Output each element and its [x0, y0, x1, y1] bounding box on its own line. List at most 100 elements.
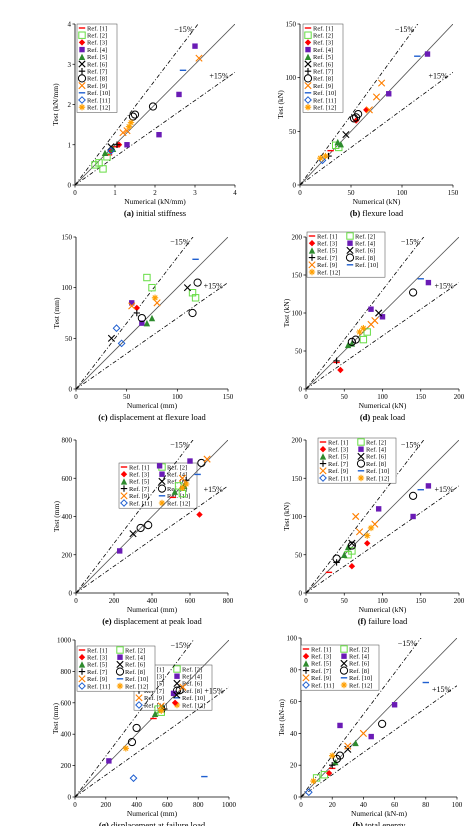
legend-entry: Ref. [5]: [129, 479, 149, 486]
x-tick-label: 150: [448, 189, 459, 197]
equality-line: [306, 237, 459, 389]
data-point-ref-2: [143, 273, 151, 282]
x-tick-label: 0: [74, 597, 78, 605]
legend-entry: Ref. [8]: [313, 76, 333, 83]
data-point-ref-3: [348, 563, 356, 570]
y-tick-label: 400: [62, 513, 73, 521]
legend-entry: Ref. [9]: [328, 468, 348, 475]
legend-entry: Ref. [7]: [313, 69, 333, 76]
x-tick-label: 200: [101, 801, 112, 809]
chart-panel-d: 0 50 100 150 200 0 50 100 150 200 −15% +15% Numerica…: [282, 231, 465, 422]
legend-marker-ref-2: [340, 645, 348, 653]
legend: Ref. [1]Ref. [2]Ref. [3]Ref. [4]Ref. [5]…: [306, 231, 386, 278]
panel-caption: (c) displacement at flexure load: [98, 412, 206, 422]
legend-entry: Ref. [8]: [349, 668, 369, 675]
legend-marker-ref-9: [120, 492, 128, 500]
legend-entry: Ref. [10]: [87, 90, 110, 97]
legend-marker-ref-7: [308, 254, 316, 261]
x-axis-label: Numerical (kN): [353, 197, 401, 206]
data-point-ref-9: [179, 683, 187, 691]
y-tick-label: 1: [68, 141, 72, 149]
minus-15-label: −15%: [170, 441, 190, 450]
legend-entry: Ref. [1]: [328, 439, 348, 446]
equality-line: [301, 638, 457, 797]
data-point-ref-4: [379, 314, 386, 320]
upper-15-line: [75, 640, 194, 797]
data-point-ref-3: [363, 106, 370, 114]
data-point-ref-8: [136, 523, 145, 533]
minus-15-label: −15%: [174, 25, 194, 34]
y-tick-label: 4: [68, 21, 72, 29]
data-point-ref-11: [107, 146, 115, 155]
y-tick-label: 100: [62, 284, 73, 292]
data-point-ref-12: [310, 777, 317, 785]
data-point-ref-12: [125, 123, 133, 130]
plus-15-label: +15%: [204, 485, 224, 494]
data-point-ref-4: [368, 306, 374, 312]
legend-entry: Ref. [3]: [311, 654, 331, 661]
legend-marker-ref-6: [340, 659, 348, 667]
data-point-ref-9: [128, 302, 136, 310]
data-point-ref-9: [195, 54, 203, 62]
data-point-ref-2: [174, 482, 183, 490]
y-axis-label: Test (kN): [282, 298, 291, 327]
legend-entry: Ref. [11]: [313, 97, 336, 104]
data-point-ref-9: [344, 742, 352, 750]
legend-marker-ref-9: [78, 675, 86, 683]
legend-entry: Ref. [1]: [87, 25, 107, 32]
data-point-ref-4: [156, 463, 163, 469]
legend-marker-ref-12: [304, 104, 312, 111]
y-tick-label: 50: [295, 551, 303, 559]
data-point-ref-12: [356, 328, 363, 336]
lower-15-line: [76, 485, 228, 593]
data-point-ref-3: [196, 511, 203, 518]
legend-box: [317, 437, 397, 484]
x-tick-label: 0: [73, 801, 77, 809]
legend-entry: Ref. [2]: [349, 646, 369, 653]
chart-panel-c: 0 50 100 150 0 50 100 150 −15% +15% Numerical (mm)…: [52, 234, 234, 509]
legend-entry: Ref. [12]: [349, 682, 372, 689]
legend-marker-ref-6: [357, 452, 365, 460]
legend: Ref. [1]Ref. [2]Ref. [3]Ref. [4]Ref. [5]…: [317, 437, 397, 484]
data-point-ref-11: [304, 788, 313, 797]
data-point-ref-2: [95, 159, 103, 167]
legend-entry: Ref. [2]: [366, 439, 386, 446]
equality-line: [76, 440, 228, 593]
legend-entry: Ref. [7]: [87, 669, 107, 676]
data-point-ref-5: [101, 149, 109, 156]
x-tick-label: 150: [223, 393, 234, 401]
y-tick-label: 0: [68, 182, 72, 190]
y-tick-label: 0: [299, 590, 303, 598]
data-point-ref-6: [107, 143, 115, 151]
legend-marker-ref-11: [302, 681, 310, 689]
data-point-ref-8: [175, 686, 184, 695]
legend-marker-ref-9: [78, 82, 86, 90]
legend-entry: Ref. [2]: [355, 233, 375, 240]
legend-marker-ref-2: [346, 232, 354, 240]
data-point-ref-8: [349, 114, 359, 123]
data-point-ref-5: [171, 488, 178, 495]
legend: Ref. [1]Ref. [2]Ref. [3]Ref. [4]Ref. [5]…: [76, 645, 156, 692]
y-tick-label: 200: [62, 551, 73, 559]
data-point-ref-6: [107, 334, 116, 342]
plus-15-label: +15%: [204, 686, 224, 695]
legend-marker-ref-3: [78, 654, 86, 661]
legend-marker-ref-12: [173, 701, 181, 709]
legend-entry: Ref. [10]: [182, 695, 205, 702]
legend-marker-ref-12: [158, 499, 166, 507]
data-point-ref-5: [352, 739, 359, 747]
legend-entry: Ref. [2]: [125, 647, 145, 654]
x-tick-label: 200: [454, 597, 465, 605]
y-tick-label: 100: [287, 635, 298, 643]
legend-marker-ref-8: [77, 74, 87, 83]
legend-marker-ref-3: [308, 240, 316, 247]
legend-entry: Ref. [9]: [129, 493, 149, 500]
legend-entry: Ref. [1]: [317, 233, 337, 240]
legend-marker-ref-12: [78, 104, 86, 111]
legend-marker-ref-4: [79, 46, 85, 53]
data-point-ref-4: [425, 279, 432, 286]
legend: Ref. [1]Ref. [2]Ref. [3]Ref. [4]Ref. [5]…: [302, 23, 344, 113]
legend-marker-ref-6: [116, 660, 124, 668]
legend-entry: Ref. [7]: [328, 461, 348, 468]
data-point-ref-12: [364, 532, 371, 539]
